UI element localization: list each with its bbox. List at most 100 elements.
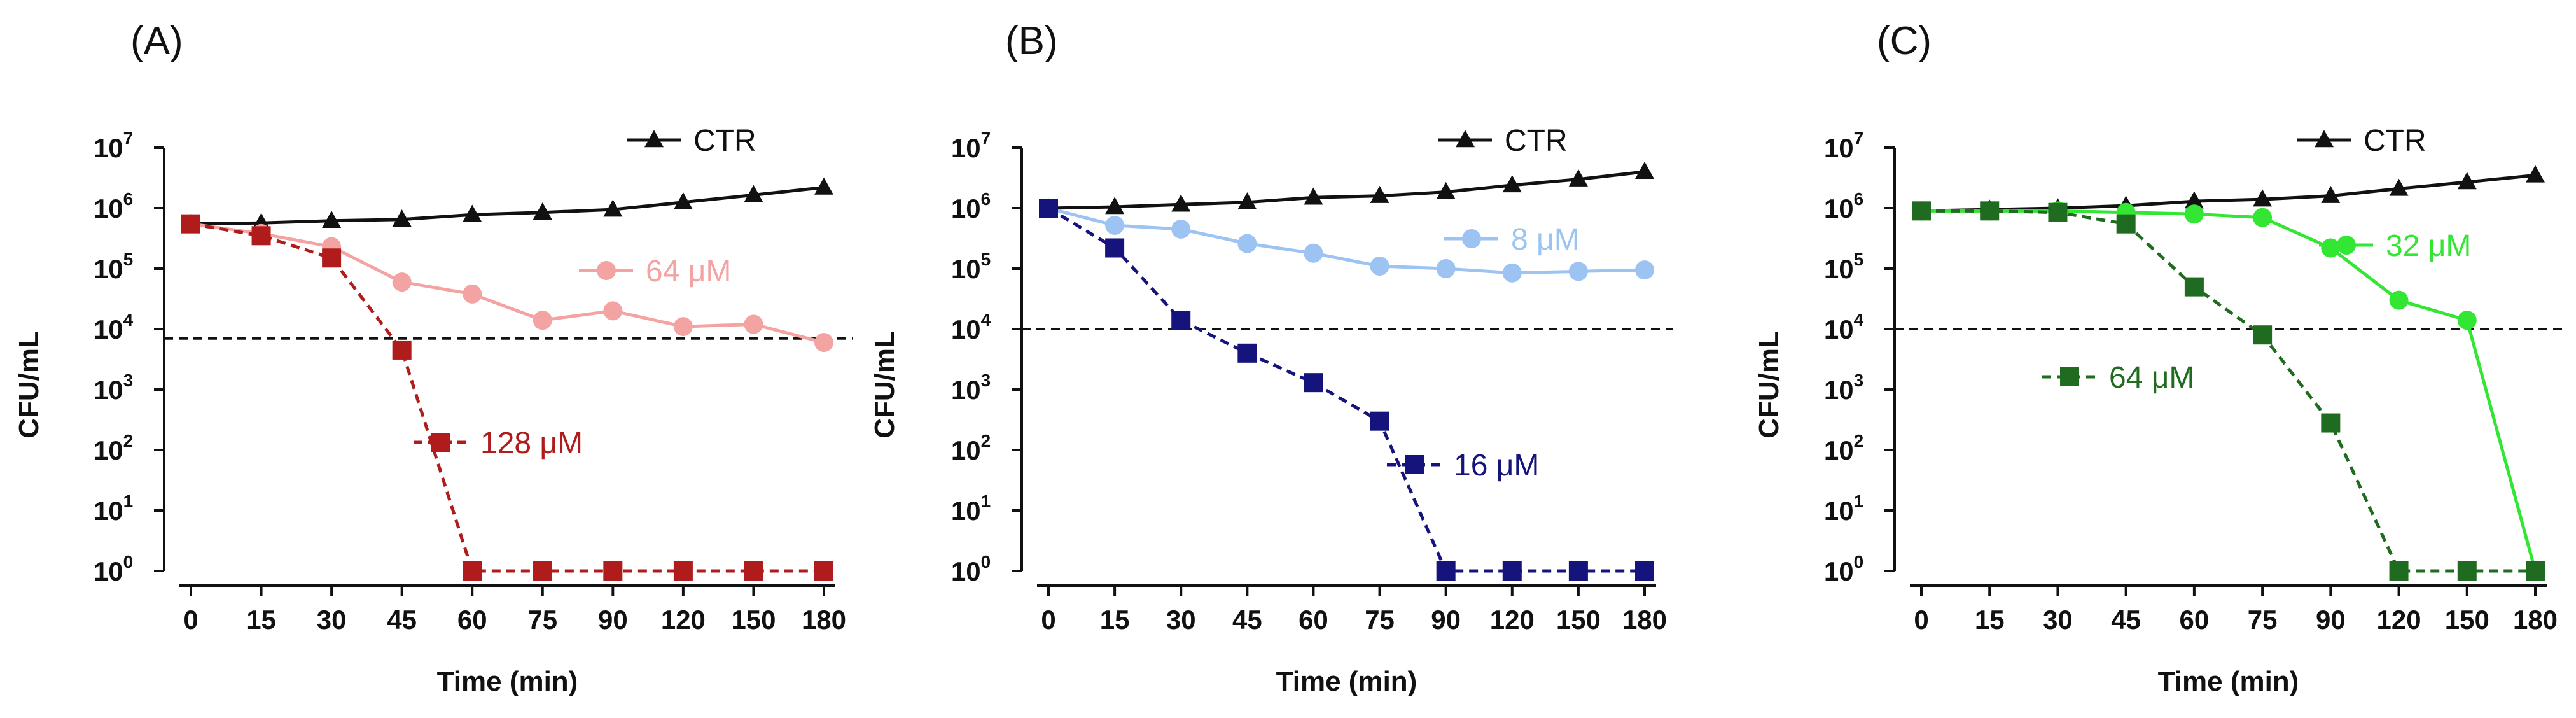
series-square [1912,201,2545,581]
y-tick-base: 10 [951,375,981,405]
y-tick-label: 104 [1824,310,1864,344]
y-tick-base: 10 [94,496,123,526]
y-tick-label: 105 [951,250,991,284]
x-tick-label: 60 [457,605,487,635]
y-tick-base: 10 [951,435,981,465]
data-point [814,561,833,581]
data-point [322,248,342,268]
x-tick-label: 45 [387,605,417,635]
data-point [603,301,623,321]
y-tick-base: 10 [1824,435,1854,465]
x-tick-label: 90 [1431,605,1461,635]
data-point [1370,257,1389,276]
legend-entry: 8 μM [1444,223,1580,257]
y-tick-base: 10 [94,435,123,465]
data-point [2389,178,2409,196]
data-point [1568,169,1588,187]
y-tick-base: 10 [1824,314,1854,344]
data-point [2389,290,2409,310]
y-tick-label: 103 [951,370,991,405]
data-point [2457,561,2477,581]
data-point [1105,197,1125,215]
y-tick-label: 106 [951,189,991,223]
y-tick-exponent: 6 [1854,189,1864,209]
y-tick-label: 107 [1824,129,1863,163]
legend-entry: 128 μM [414,426,583,460]
y-tick-label: 101 [94,491,133,526]
series-triangle [1039,162,1654,216]
legend-marker [1405,455,1424,474]
y-tick-exponent: 3 [981,370,991,390]
y-tick-base: 10 [951,194,981,223]
series-line [190,222,824,573]
data-point [463,561,482,581]
x-tick-label: 0 [1041,605,1055,635]
y-tick-exponent: 2 [123,431,134,451]
y-tick-base: 10 [951,314,981,344]
data-point [2184,204,2204,224]
x-tick-label: 60 [2180,605,2210,635]
data-point [1039,199,1058,218]
x-tick-label: 0 [1914,605,1928,635]
legend-label: CTR [693,124,756,158]
data-point [673,192,693,210]
y-tick-exponent: 4 [123,310,134,330]
data-point [2253,325,2273,345]
y-tick-base: 10 [1824,496,1854,526]
y-tick-base: 10 [94,314,123,344]
data-point [2321,238,2341,258]
x-tick-label: 30 [317,605,347,635]
y-tick-exponent: 7 [981,129,991,148]
data-point [1237,343,1257,363]
series-line [190,222,825,344]
data-point [1980,201,2000,221]
legend-entry: CTR [627,124,756,158]
data-point [533,311,552,330]
y-tick-base: 10 [1824,194,1854,223]
y-tick-label: 104 [94,310,134,344]
data-point [2526,561,2545,581]
y-tick-label: 105 [1824,250,1863,284]
data-point [251,226,271,246]
x-tick-label: 30 [1166,605,1196,635]
y-axis-title: CFU/mL [1753,331,1785,439]
data-point [392,340,412,360]
y-tick-label: 107 [94,129,133,163]
panel-label: (A) [130,19,183,63]
data-point [1105,238,1125,258]
legend-entry: 64 μM [579,255,731,288]
data-point [673,317,693,337]
series-square [1039,199,1654,581]
y-tick-exponent: 1 [981,491,991,511]
panel-label: (B) [1005,19,1058,63]
y-tick-label: 103 [1824,370,1863,405]
legend-label: 64 μM [2109,361,2194,395]
legend-marker [1462,229,1481,248]
y-tick-label: 100 [1824,552,1863,586]
series-circle [1912,201,2545,581]
data-point [814,333,833,353]
data-point [1436,181,1456,199]
series-line [1047,206,1645,573]
data-point [463,204,482,222]
x-tick-label: 30 [2043,605,2073,635]
legend-label: 32 μM [2386,229,2471,263]
data-point [1237,192,1257,210]
y-tick-exponent: 5 [1854,250,1864,269]
data-point [2321,185,2341,203]
data-point [322,210,342,228]
data-point [1502,175,1522,193]
data-point [1502,263,1522,283]
data-point [463,284,482,304]
y-tick-base: 10 [94,556,123,586]
x-tick-label: 15 [246,605,276,635]
y-tick-base: 10 [951,556,981,586]
data-point [2526,165,2545,183]
data-point [1635,561,1654,581]
data-point [1237,234,1257,253]
y-tick-exponent: 7 [1854,129,1864,148]
x-tick-label: 150 [731,605,776,635]
data-point [2184,277,2204,297]
y-tick-base: 10 [1824,133,1854,163]
